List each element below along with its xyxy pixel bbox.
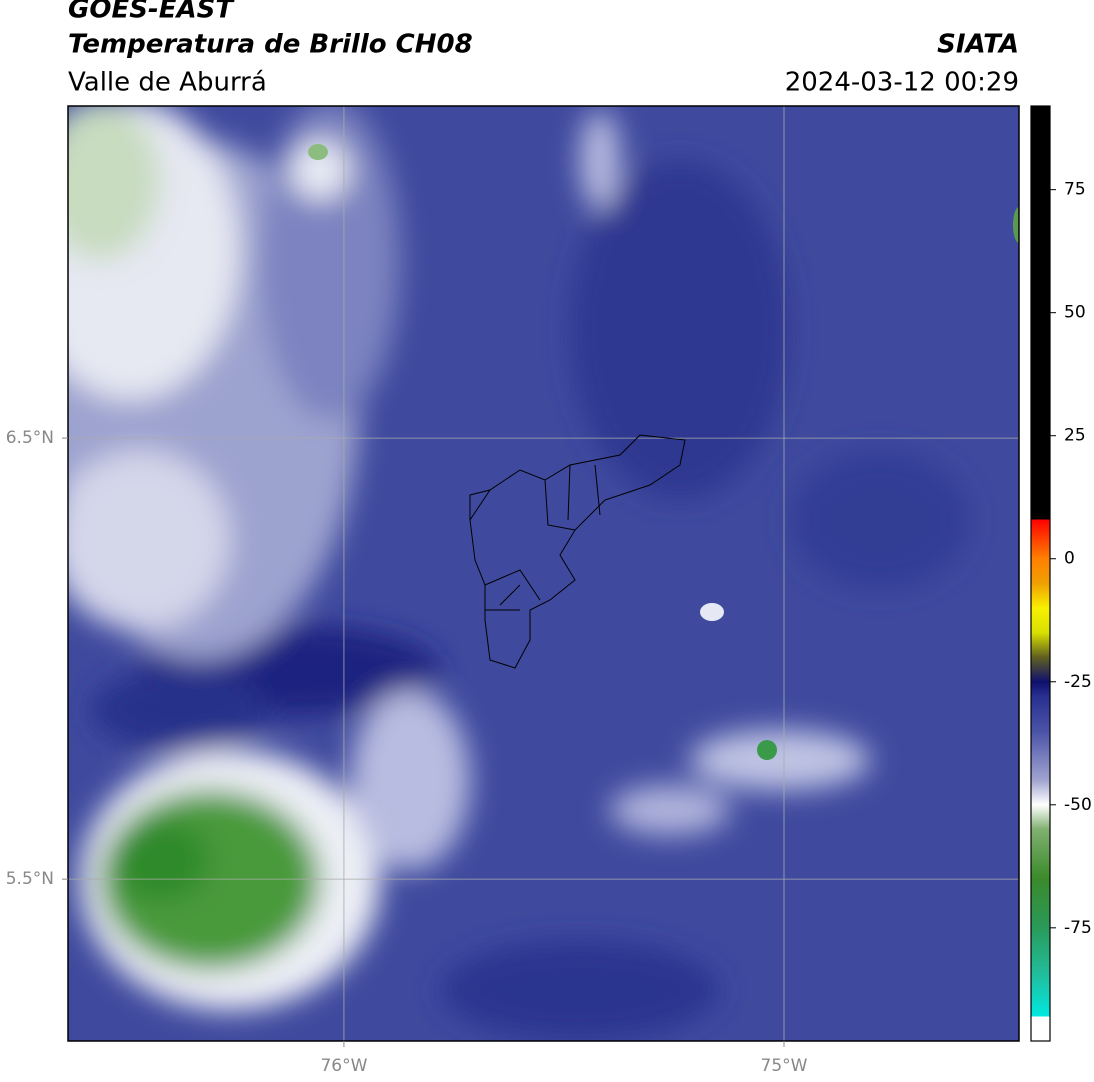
valley-outline (469, 434, 686, 669)
region: Valle de Aburrá (68, 68, 267, 98)
colorbar-tick-label: -50 (1064, 795, 1092, 815)
colorbar-tick-label: 0 (1064, 549, 1075, 569)
x-tick-label: 76°W (320, 1056, 367, 1076)
colorbar-tick-label: 50 (1064, 303, 1086, 323)
colorbar (1030, 105, 1051, 1042)
satellite-image (68, 106, 1019, 1041)
x-tick-label: 75°W (761, 1056, 808, 1076)
map-frame (67, 105, 1020, 1042)
colorbar-tick-label: -75 (1064, 918, 1092, 938)
colorbar-tick-label: 75 (1064, 180, 1086, 200)
y-tick-label: 5.5°N (6, 869, 54, 889)
y-tick-label: 6.5°N (6, 428, 54, 448)
municipality-borders (469, 464, 601, 611)
colorbar-tick-label: 25 (1064, 426, 1086, 446)
datetime: 2024-03-12 00:29 (785, 68, 1019, 98)
colorbar-tick-label: -25 (1064, 672, 1092, 692)
subtitle: Temperatura de Brillo CH08 (68, 30, 473, 60)
source: SIATA (937, 30, 1019, 60)
title: GOES-EAST (68, 0, 235, 25)
